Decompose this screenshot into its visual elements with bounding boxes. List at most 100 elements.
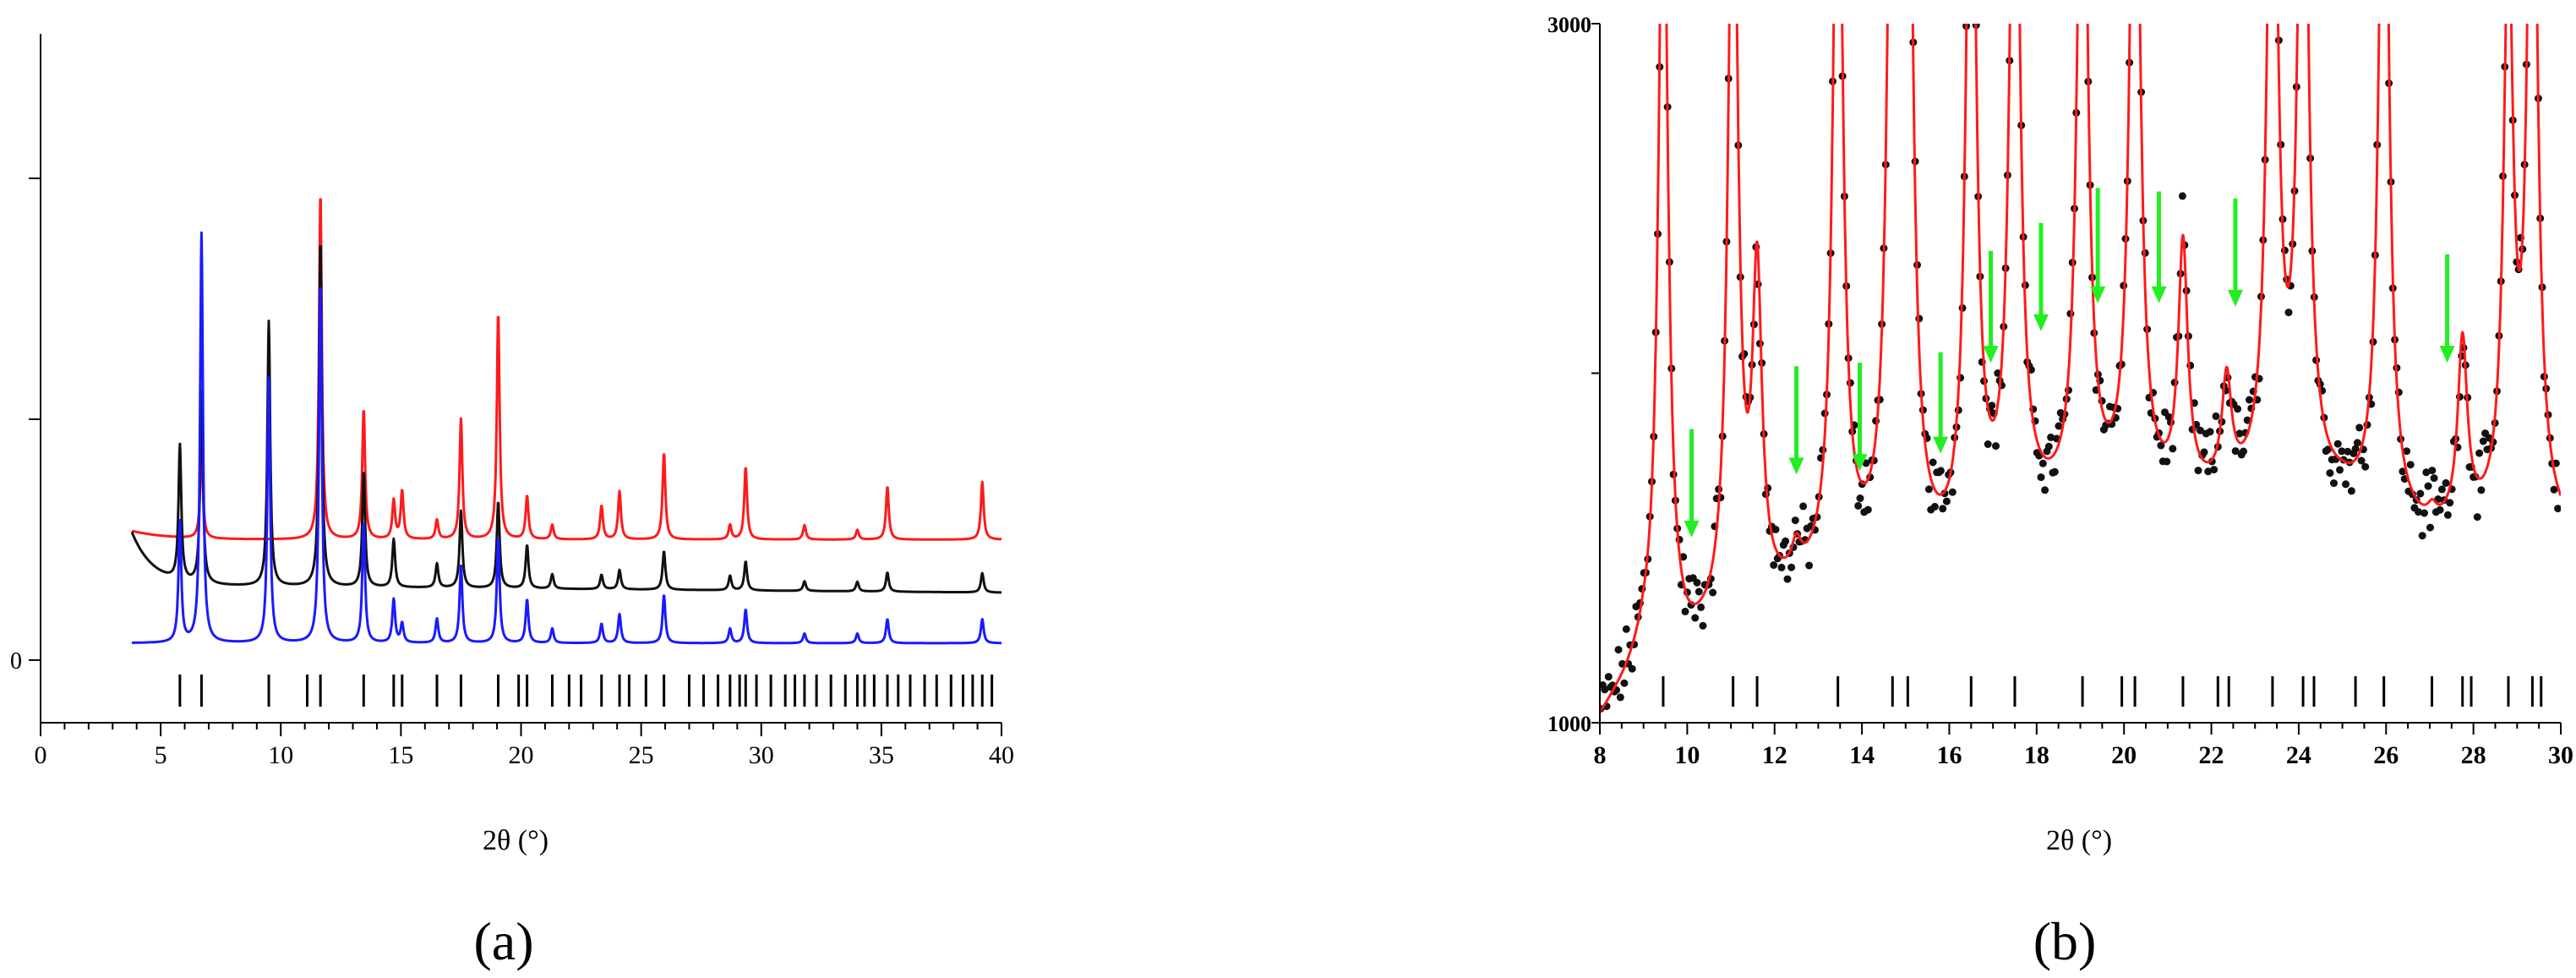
- observed-points: [1600, 14, 2561, 713]
- observed-point: [2416, 489, 2425, 498]
- green-arrowhead: [2090, 286, 2106, 303]
- x-tick-label: 16: [1936, 741, 1962, 769]
- observed-point: [1856, 494, 1864, 502]
- green-arrowhead: [2151, 286, 2167, 303]
- observed-point: [2473, 513, 2481, 522]
- x-tick-label: 12: [1762, 741, 1787, 769]
- observed-point: [2196, 426, 2204, 434]
- panel-a-label: (a): [473, 911, 533, 971]
- observed-point: [2210, 466, 2219, 474]
- observed-point: [2406, 461, 2415, 469]
- panel-b-chart: 1000 3000 8 10 12 14 16 18 20 22 24 26 28 30 2θ (°) (…: [1547, 13, 2573, 971]
- observed-point: [2446, 499, 2454, 507]
- observed-point: [1709, 588, 1717, 597]
- x-tick-label: 30: [2548, 741, 2573, 769]
- calculated-profile-line: [1600, 24, 2561, 713]
- observed-point: [2342, 480, 2350, 489]
- green-arrowhead: [1933, 436, 1949, 454]
- observed-point: [1805, 561, 1814, 570]
- observed-point: [2243, 416, 2251, 424]
- observed-point: [2240, 447, 2247, 456]
- observed-point: [2550, 485, 2558, 494]
- x-tick-label: 30: [749, 741, 774, 769]
- y-tick-label: 3000: [1547, 13, 1591, 37]
- observed-point: [2234, 405, 2242, 413]
- observed-point: [2333, 440, 2342, 448]
- panel-b-series-group: [1600, 14, 2561, 713]
- observed-point: [2442, 478, 2450, 487]
- y-tick-label: 1000: [1547, 712, 1591, 736]
- green-arrowhead: [1684, 520, 1700, 538]
- observed-point: [2037, 473, 2045, 482]
- panel-b-reflection-ticks: [1662, 676, 2543, 707]
- observed-point: [1984, 440, 1992, 448]
- observed-point: [2361, 462, 2370, 471]
- panel-a-xlabel: 2θ (°): [483, 825, 548, 856]
- observed-point: [1791, 516, 1799, 525]
- observed-point: [1939, 505, 1947, 513]
- panel-b-xlabel: 2θ (°): [2046, 825, 2112, 856]
- observed-point: [1940, 489, 1949, 498]
- panel-a-reflection-ticks: [178, 675, 994, 707]
- x-tick-label: 8: [1594, 741, 1607, 769]
- observed-point: [1924, 485, 1933, 494]
- green-arrowhead: [1852, 454, 1868, 472]
- observed-point: [2338, 447, 2346, 456]
- observed-point: [2055, 422, 2063, 430]
- observed-point: [2399, 467, 2407, 476]
- observed-point: [1614, 646, 1623, 654]
- x-tick-label: 20: [2111, 741, 2137, 769]
- green-arrowhead: [2033, 314, 2049, 331]
- panel-b-label: (b): [2033, 911, 2097, 971]
- observed-point: [2047, 433, 2055, 441]
- x-tick-label: 35: [869, 741, 894, 769]
- observed-point: [2263, 14, 2271, 21]
- observed-point: [1777, 563, 1786, 571]
- observed-point: [2208, 457, 2216, 466]
- observed-point: [2428, 467, 2437, 475]
- series-line-black: [130, 245, 1002, 594]
- observed-point: [2554, 505, 2561, 513]
- x-tick-label: 10: [1674, 741, 1700, 769]
- observed-point: [2415, 508, 2422, 516]
- observed-point: [2351, 445, 2360, 453]
- observed-point: [1620, 679, 1629, 687]
- observed-point: [1604, 673, 1613, 681]
- observed-point: [1616, 693, 1624, 702]
- observed-point: [2212, 412, 2220, 420]
- panel-a-chart: 0 0 5 10 15 20 25 30 35 40 2θ (°) (a): [10, 34, 1014, 971]
- observed-point: [1948, 488, 1957, 496]
- observed-point: [2194, 467, 2202, 475]
- x-tick-label: 22: [2199, 741, 2224, 769]
- observed-point: [2443, 511, 2452, 519]
- panel-a-series-group: [130, 198, 1002, 645]
- green-arrowhead: [1983, 346, 1999, 363]
- observed-point: [2235, 429, 2244, 438]
- observed-point: [2231, 447, 2240, 456]
- observed-point: [2336, 466, 2344, 474]
- observed-point: [2200, 448, 2208, 456]
- series-line-blue: [131, 231, 1002, 645]
- green-arrowhead: [2439, 346, 2455, 363]
- observed-point: [2157, 441, 2165, 450]
- series-line-red: [131, 198, 1002, 541]
- observed-point: [2437, 485, 2446, 494]
- observed-point: [1622, 625, 1630, 633]
- x-tick-label: 5: [155, 741, 167, 769]
- observed-point: [1628, 664, 1636, 673]
- panel-a-axes: 0 0 5 10 15 20 25 30 35 40: [10, 34, 1014, 769]
- observed-point: [2038, 459, 2047, 467]
- observed-point: [2347, 487, 2355, 495]
- observed-point: [2326, 469, 2334, 478]
- x-tick-label: 14: [1849, 741, 1875, 769]
- x-tick-label: 25: [629, 741, 654, 769]
- observed-point: [2284, 309, 2293, 317]
- observed-point: [2475, 449, 2484, 457]
- observed-point: [2204, 467, 2213, 476]
- observed-point: [2246, 396, 2253, 404]
- observed-point: [1770, 561, 1778, 569]
- observed-point: [1992, 442, 2000, 451]
- observed-point: [1988, 402, 1996, 410]
- observed-point: [2344, 447, 2352, 456]
- observed-point: [1771, 525, 1780, 533]
